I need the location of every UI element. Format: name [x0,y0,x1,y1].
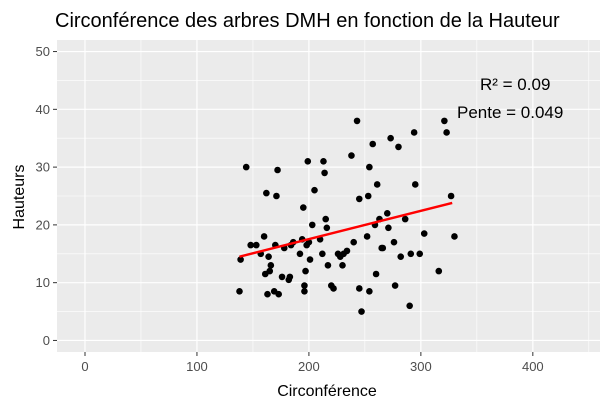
data-point [372,270,380,278]
data-point [383,210,391,217]
r-squared-annotation: R² = 0.09 [480,75,550,94]
data-point [443,129,450,136]
data-point [236,288,243,295]
data-point [411,181,419,188]
data-point [323,224,331,232]
y-axis-title: Hauteurs [11,165,28,230]
data-points [236,117,458,315]
data-point [320,158,327,165]
data-point [358,308,365,315]
data-point [401,215,409,223]
data-point [339,262,346,269]
data-point [247,241,254,249]
data-point [321,169,328,177]
data-point [385,224,392,232]
data-point [252,241,260,249]
data-point [330,285,337,292]
data-point [391,282,399,289]
data-point [301,282,308,289]
chart-title: Circonférence des arbres DMH en fonction… [55,10,560,32]
data-point [447,192,455,200]
data-point [267,262,275,269]
data-point [366,163,373,171]
data-point [300,204,307,211]
data-point [296,250,304,258]
data-point [355,195,363,203]
data-point [266,267,274,275]
data-point [302,267,309,275]
data-point [363,233,371,240]
data-point [304,158,312,165]
data-point [366,288,373,295]
slope-annotation: Pente = 0.049 [457,103,563,122]
data-point [435,267,443,275]
data-point [263,189,270,197]
data-point [410,129,418,136]
data-point [397,253,405,260]
data-point [237,256,244,263]
x-axis-title: Circonférence [277,383,377,400]
data-point [343,247,351,255]
data-point [406,302,413,310]
data-point [275,290,282,298]
y-tick-label: 30 [36,160,50,175]
data-point [273,192,280,200]
data-point [306,256,314,263]
data-point [353,117,361,125]
data-point [311,186,318,194]
data-point [355,285,363,292]
data-point [265,253,272,260]
y-tick-label: 10 [36,275,50,290]
y-tick-label: 50 [36,44,50,59]
y-tick-label: 40 [36,102,50,117]
data-point [324,262,332,269]
data-point [274,166,281,174]
data-point [322,215,330,223]
x-tick-label: 200 [298,359,320,374]
data-point [420,230,428,237]
data-point [387,134,394,142]
x-tick-label: 300 [410,359,432,374]
y-tick-label: 0 [43,333,50,348]
data-point [369,140,377,148]
x-tick-label: 400 [522,359,544,374]
data-point [308,221,316,229]
data-point [350,238,357,246]
data-point [373,181,381,188]
data-point [348,152,355,159]
x-tick-label: 100 [186,359,208,374]
regression-line [239,201,453,258]
data-point [319,250,326,258]
data-point [407,250,415,258]
data-point [390,238,398,246]
data-point [451,233,458,240]
data-point [379,244,387,252]
axis-ticks: 0 100 200 300 400 0 10 20 30 40 50 [36,44,544,374]
data-point [395,143,402,151]
data-point [416,250,424,258]
data-point [286,273,294,281]
grid-lines [57,40,600,352]
y-tick-label: 20 [36,217,50,232]
data-point [301,288,308,295]
data-point [264,290,271,298]
data-point [242,163,250,171]
data-point [278,273,286,281]
data-point [260,233,268,240]
data-point [364,192,372,200]
data-point [441,117,448,125]
x-tick-label: 0 [81,359,88,374]
